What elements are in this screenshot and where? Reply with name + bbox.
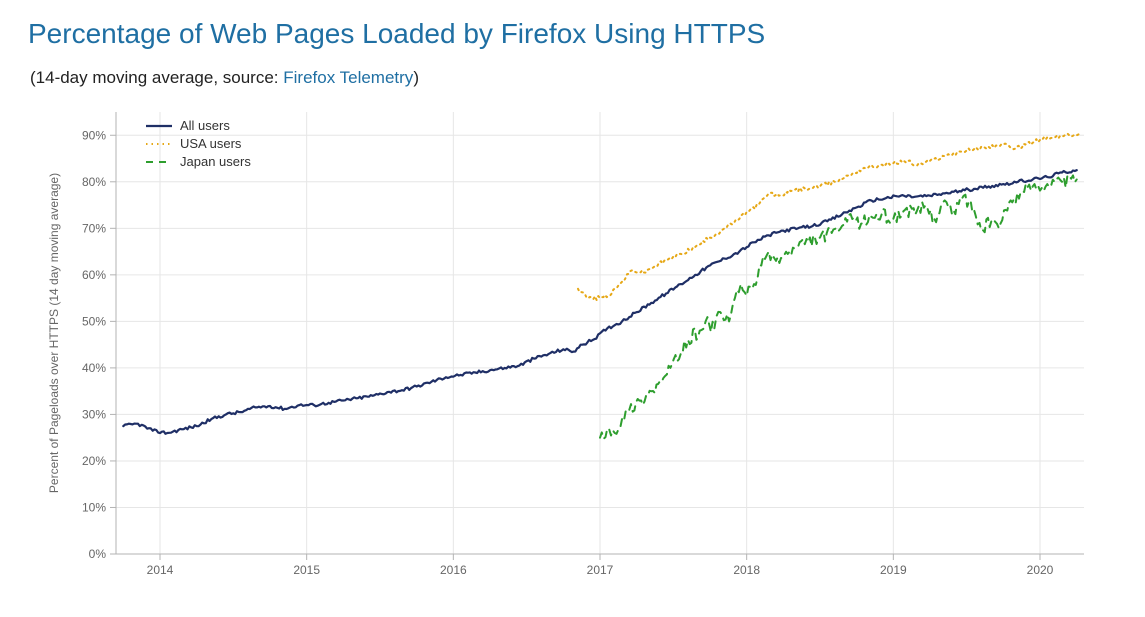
svg-text:50%: 50% (82, 314, 106, 328)
svg-text:2018: 2018 (733, 563, 760, 577)
y-axis-label: Percent of Pageloads over HTTPS (14 day … (47, 173, 61, 493)
legend-label: USA users (180, 136, 242, 151)
subtitle-suffix: ) (413, 68, 419, 87)
https-chart: 0% 10% 20% 30% 40% 50% 60% 70% 80% 90% 2014 2015 201… (28, 98, 1108, 588)
svg-text:0%: 0% (89, 547, 107, 561)
page-title: Percentage of Web Pages Loaded by Firefo… (28, 18, 1117, 50)
svg-text:2017: 2017 (587, 563, 614, 577)
svg-text:10%: 10% (82, 500, 106, 514)
svg-text:20%: 20% (82, 454, 106, 468)
svg-text:2020: 2020 (1027, 563, 1054, 577)
svg-text:2014: 2014 (147, 563, 174, 577)
svg-text:90%: 90% (82, 128, 106, 142)
svg-text:60%: 60% (82, 268, 106, 282)
subtitle: (14-day moving average, source: Firefox … (30, 68, 1117, 88)
svg-text:2019: 2019 (880, 563, 907, 577)
svg-text:30%: 30% (82, 407, 106, 421)
svg-text:80%: 80% (82, 175, 106, 189)
chart-container: 0% 10% 20% 30% 40% 50% 60% 70% 80% 90% 2014 2015 201… (28, 98, 1117, 588)
legend-label: Japan users (180, 154, 251, 169)
svg-text:2016: 2016 (440, 563, 467, 577)
source-link[interactable]: Firefox Telemetry (283, 68, 413, 87)
svg-text:40%: 40% (82, 361, 106, 375)
subtitle-prefix: (14-day moving average, source: (30, 68, 283, 87)
legend-label: All users (180, 118, 230, 133)
page-root: Percentage of Web Pages Loaded by Firefo… (0, 0, 1145, 617)
svg-text:70%: 70% (82, 221, 106, 235)
svg-text:2015: 2015 (293, 563, 320, 577)
